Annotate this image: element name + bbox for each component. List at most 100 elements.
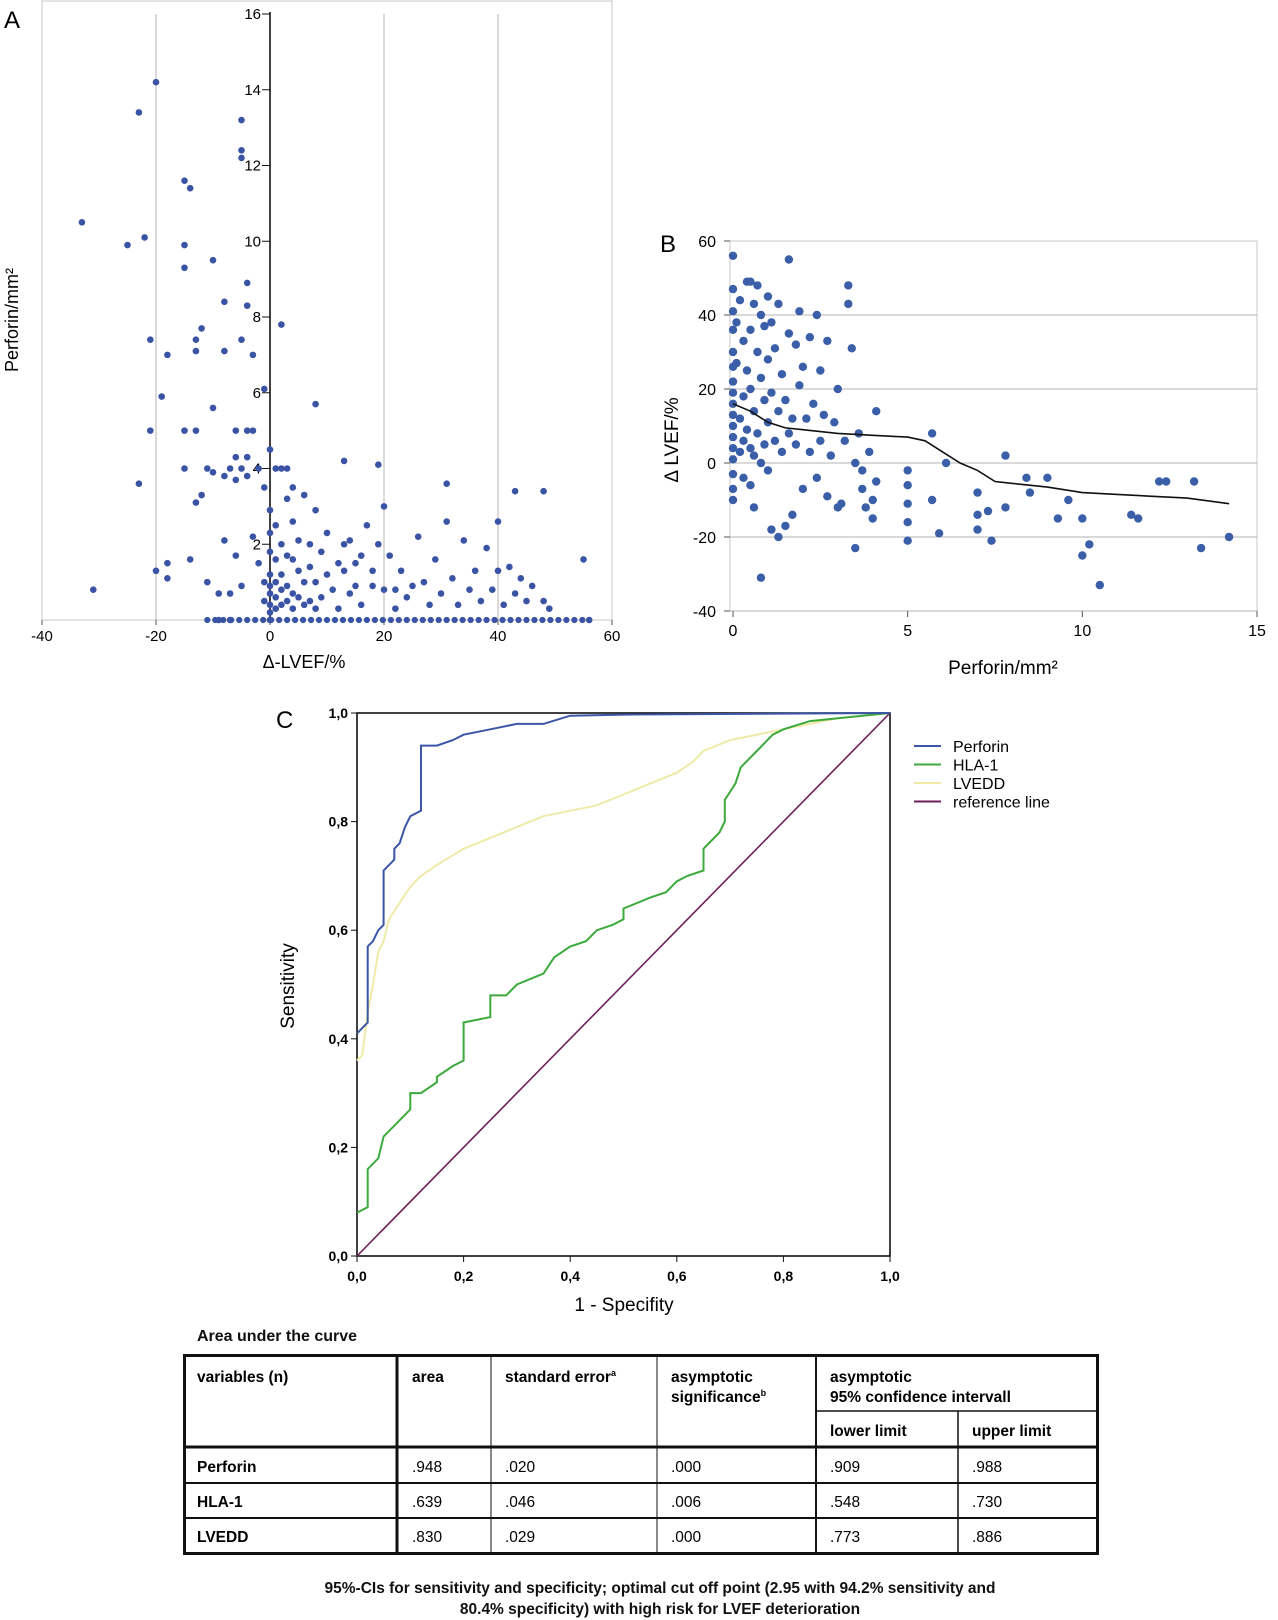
data-point — [312, 578, 319, 586]
data-point — [295, 567, 302, 575]
data-point — [728, 399, 738, 408]
data-point — [1085, 540, 1094, 549]
data-point — [329, 586, 337, 593]
y-tick-label: -40 — [693, 604, 716, 621]
y-tick-label: 8 — [253, 309, 261, 326]
data-point — [266, 446, 274, 453]
data-point — [728, 421, 738, 431]
table-row: Perforin .948 .020 .000 .909 .988 — [197, 1459, 1002, 1476]
data-point — [295, 593, 302, 601]
data-point — [580, 556, 587, 563]
data-point — [777, 447, 787, 457]
data-point — [323, 616, 331, 624]
data-point — [728, 432, 738, 442]
data-point — [232, 476, 240, 484]
data-point — [739, 473, 748, 482]
data-point — [515, 616, 522, 624]
data-point — [728, 495, 738, 505]
data-point — [749, 503, 759, 512]
data-point — [781, 395, 790, 405]
data-point — [802, 414, 811, 423]
data-point — [90, 586, 97, 593]
x-tick-label: 0,8 — [774, 1268, 794, 1284]
data-point — [340, 567, 348, 575]
data-point — [927, 429, 937, 438]
y-tick-label: 0,0 — [329, 1248, 349, 1264]
data-point — [432, 556, 439, 563]
data-point — [823, 492, 832, 501]
data-point — [380, 586, 388, 593]
data-point — [858, 484, 867, 494]
panel-b-fit-line — [732, 403, 1230, 505]
data-point — [774, 299, 783, 309]
data-point — [369, 567, 376, 575]
data-point — [411, 616, 418, 624]
data-point — [238, 582, 245, 590]
roc-line-reference-line — [356, 712, 891, 1257]
panel-a-x-axis-label: Δ-LVEF/% — [263, 652, 346, 672]
data-point — [300, 601, 308, 609]
row-area: .948 — [412, 1459, 442, 1476]
x-tick-label: 1,0 — [880, 1268, 900, 1284]
data-point — [539, 616, 546, 624]
data-point — [739, 392, 748, 401]
data-point — [232, 453, 240, 461]
data-point — [753, 429, 762, 438]
data-point — [403, 593, 411, 601]
x-tick-label: 0 — [729, 623, 738, 640]
data-point — [784, 329, 794, 338]
data-point — [443, 480, 451, 487]
x-tick-label: 0,0 — [347, 1268, 367, 1284]
y-tick-label: 0 — [707, 456, 716, 473]
data-point — [812, 473, 822, 482]
data-point — [1127, 510, 1136, 519]
data-point — [547, 616, 554, 624]
data-point — [215, 590, 222, 597]
data-point — [243, 453, 251, 461]
panel-a-scatter-chart: A -40-200204060246810121416 Δ-LVEF/% Per… — [2, 0, 620, 672]
data-point — [483, 616, 490, 624]
data-point — [1001, 451, 1010, 460]
data-point — [266, 590, 274, 597]
data-point — [147, 427, 154, 434]
data-point — [728, 284, 738, 294]
data-point — [728, 251, 738, 260]
data-point — [728, 455, 738, 464]
data-point — [387, 616, 394, 624]
header-lower-limit: lower limit — [830, 1423, 907, 1440]
data-point — [299, 616, 307, 624]
data-point — [531, 616, 538, 624]
data-point — [252, 616, 259, 624]
footnote-line-1: 95%-CIs for sensitivity and specificity;… — [324, 1580, 996, 1597]
data-point — [767, 525, 776, 534]
data-point — [784, 255, 794, 264]
data-point — [315, 616, 323, 624]
data-point — [209, 468, 217, 476]
data-point — [795, 381, 804, 390]
panel-b-label: B — [660, 231, 676, 258]
row-upper: .886 — [972, 1529, 1002, 1546]
data-point — [760, 395, 769, 405]
data-point — [728, 388, 738, 397]
data-point — [540, 597, 547, 605]
data-point — [791, 340, 801, 349]
data-point — [255, 465, 262, 472]
data-point — [420, 578, 428, 586]
data-point — [244, 616, 251, 624]
data-point — [419, 616, 426, 624]
data-point — [868, 514, 877, 523]
data-point — [409, 582, 416, 590]
data-point — [903, 518, 912, 527]
data-point — [454, 601, 462, 609]
header-standard-error-sup: a — [611, 1368, 617, 1378]
data-point — [739, 336, 748, 346]
data-point — [812, 310, 822, 320]
header-variables: variables (n) — [197, 1369, 288, 1386]
data-point — [844, 299, 853, 309]
row-upper: .730 — [972, 1494, 1003, 1511]
data-point — [477, 597, 485, 605]
data-point — [266, 582, 274, 590]
row-se: .020 — [505, 1459, 536, 1476]
data-point — [312, 506, 319, 514]
data-point — [847, 344, 856, 353]
